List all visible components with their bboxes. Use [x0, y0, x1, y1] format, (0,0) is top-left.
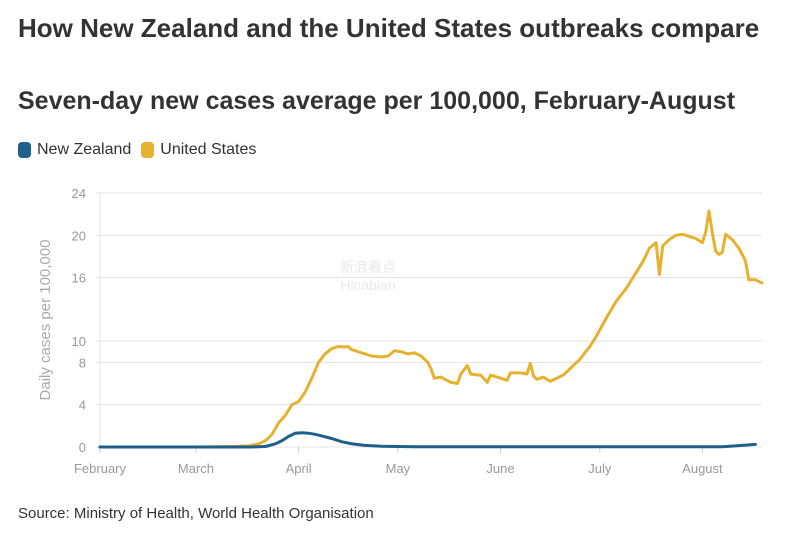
x-axis-ticks: February March April May June July August	[74, 447, 723, 476]
gridlines	[96, 192, 762, 448]
series-line-new-zealand	[98, 431, 757, 449]
legend-item-united-states[interactable]: United States	[141, 141, 256, 159]
x-tick-label-july: July	[588, 461, 612, 476]
legend-label-united-states: United States	[160, 141, 257, 158]
x-tick-label-february: February	[74, 461, 127, 476]
y-tick-label-16: 16	[72, 271, 86, 286]
watermark: 新浪看点 Hinabian	[340, 259, 396, 293]
y-tick-label-10: 10	[72, 334, 86, 349]
legend-item-new-zealand[interactable]: New Zealand	[18, 141, 131, 159]
series-lines	[98, 209, 764, 449]
watermark-text-cn: 新浪看点	[340, 259, 396, 275]
y-tick-label-4: 4	[79, 398, 86, 413]
y-tick-label-0: 0	[79, 440, 86, 455]
y-tick-label-24: 24	[72, 186, 86, 201]
y-axis-label: Daily cases per 100,000	[37, 240, 54, 401]
legend-swatch-new-zealand	[18, 142, 31, 158]
watermark-text-en: Hinabian	[340, 277, 395, 293]
chart-title: How New Zealand and the United States ou…	[18, 13, 760, 43]
y-tick-label-8: 8	[79, 355, 86, 370]
legend-label-new-zealand: New Zealand	[37, 141, 132, 158]
x-tick-label-may: May	[386, 461, 411, 476]
legend: New Zealand United States	[18, 141, 256, 159]
legend-swatch-united-states	[141, 142, 155, 158]
x-tick-label-march: March	[178, 461, 214, 476]
x-tick-label-june: June	[486, 461, 514, 476]
y-tick-label-20: 20	[72, 228, 86, 243]
x-tick-label-august: August	[682, 461, 723, 476]
y-axis-ticks: 0 4 8 10 16 20 24	[72, 186, 86, 455]
x-tick-label-april: April	[286, 461, 312, 476]
series-line-united-states	[98, 209, 764, 449]
source-note: Source: Ministry of Health, World Health…	[18, 505, 374, 522]
chart-subtitle: Seven-day new cases average per 100,000,…	[18, 87, 736, 115]
